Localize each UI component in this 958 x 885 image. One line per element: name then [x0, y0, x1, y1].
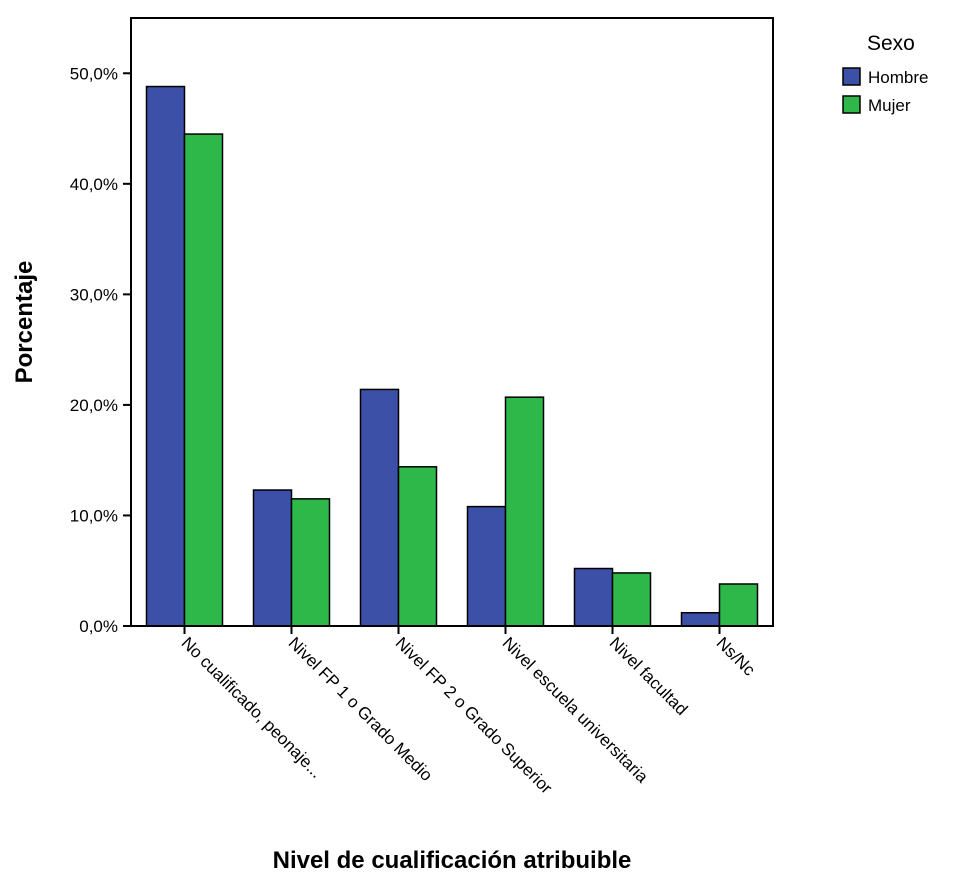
- bar-hombre: [252, 489, 293, 627]
- x-axis-title: Nivel de cualificación atribuible: [273, 847, 632, 874]
- bar-mujer: [504, 396, 545, 627]
- bar-hombre: [573, 567, 614, 627]
- bar-mujer: [611, 572, 652, 627]
- legend-label-mujer: Mujer: [868, 96, 911, 115]
- bar-mujer: [397, 466, 438, 627]
- y-tick-label: 50,0%: [70, 64, 118, 83]
- y-tick-label: 30,0%: [70, 285, 118, 304]
- y-axis-title: Porcentaje: [11, 261, 38, 384]
- legend-swatch-mujer: [842, 95, 861, 114]
- y-tick-label: 0,0%: [79, 617, 118, 636]
- legend-title: Sexo: [867, 32, 915, 55]
- bar-mujer: [290, 498, 331, 627]
- bars-group: [145, 85, 759, 627]
- bar-mujer: [183, 133, 224, 627]
- legend-label-hombre: Hombre: [868, 68, 928, 87]
- x-axis: No cualificado, peonaje...Nivel FP 1 o G…: [178, 626, 760, 798]
- bar-hombre: [359, 388, 400, 627]
- bar-hombre: [680, 611, 721, 627]
- x-tick-label: Ns/Nc: [713, 633, 760, 680]
- legend: Sexo Hombre Mujer: [842, 32, 928, 115]
- y-tick-label: 20,0%: [70, 396, 118, 415]
- y-tick-label: 40,0%: [70, 175, 118, 194]
- legend-swatch-hombre: [842, 67, 861, 86]
- bar-hombre: [145, 85, 186, 627]
- plot-area-frame: [130, 17, 774, 627]
- bar-mujer: [718, 583, 759, 627]
- x-tick-label: Nivel facultad: [606, 633, 692, 719]
- bar-hombre: [466, 505, 507, 627]
- y-axis: 0,0% 10,0% 20,0% 30,0% 40,0% 50,0%: [70, 64, 131, 636]
- y-tick-label: 10,0%: [70, 506, 118, 525]
